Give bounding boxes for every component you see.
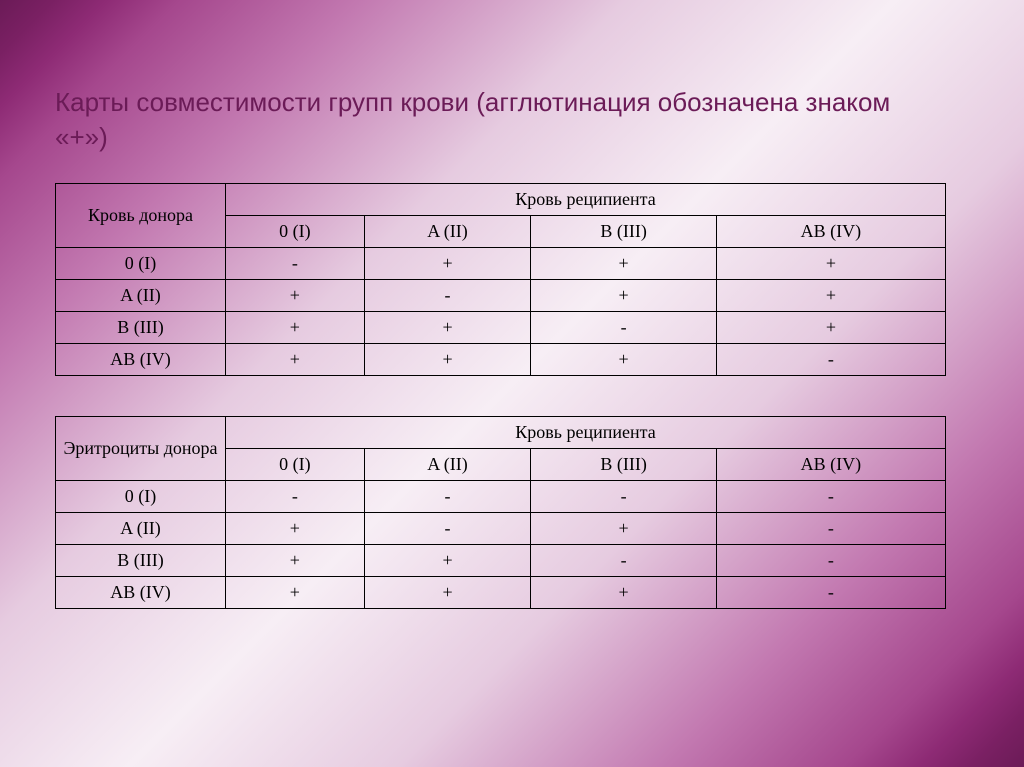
row-label: A (II): [56, 513, 226, 545]
table-row: Кровь донора Кровь реципиента: [56, 184, 946, 216]
col-header: A (II): [364, 449, 531, 481]
col-header: AB (IV): [716, 216, 945, 248]
spanning-header: Кровь реципиента: [226, 417, 946, 449]
row-label: 0 (I): [56, 248, 226, 280]
cell: +: [531, 344, 716, 376]
row-label: A (II): [56, 280, 226, 312]
row-label: B (III): [56, 312, 226, 344]
cell: -: [226, 248, 365, 280]
table-row: AB (IV) + + + -: [56, 344, 946, 376]
col-header: 0 (I): [226, 216, 365, 248]
cell: -: [364, 280, 531, 312]
col-header: B (III): [531, 216, 716, 248]
cell: -: [716, 481, 945, 513]
cell: -: [716, 577, 945, 609]
table-row: B (III) + + - +: [56, 312, 946, 344]
col-header: A (II): [364, 216, 531, 248]
row-label: AB (IV): [56, 577, 226, 609]
cell: -: [531, 481, 716, 513]
table-row: A (II) + - + -: [56, 513, 946, 545]
cell: -: [364, 481, 531, 513]
table-row: B (III) + + - -: [56, 545, 946, 577]
cell: +: [226, 312, 365, 344]
cell: +: [364, 577, 531, 609]
cell: -: [531, 312, 716, 344]
cell: +: [226, 545, 365, 577]
cell: +: [226, 280, 365, 312]
row-label: B (III): [56, 545, 226, 577]
cell: +: [226, 577, 365, 609]
cell: -: [716, 513, 945, 545]
col-header: B (III): [531, 449, 716, 481]
cell: -: [716, 344, 945, 376]
table-row: 0 (I) - - - -: [56, 481, 946, 513]
page-title: Карты совместимости групп крови (агглюти…: [55, 85, 946, 155]
row-header-title: Эритроциты донора: [56, 417, 226, 481]
compatibility-table-2: Эритроциты донора Кровь реципиента 0 (I)…: [55, 416, 946, 609]
cell: +: [364, 545, 531, 577]
cell: -: [364, 513, 531, 545]
row-label: AB (IV): [56, 344, 226, 376]
table-row: 0 (I) - + + +: [56, 248, 946, 280]
cell: +: [716, 248, 945, 280]
cell: -: [226, 481, 365, 513]
cell: +: [716, 312, 945, 344]
cell: +: [226, 513, 365, 545]
cell: +: [226, 344, 365, 376]
cell: -: [716, 545, 945, 577]
table-row: Эритроциты донора Кровь реципиента: [56, 417, 946, 449]
table-row: A (II) + - + +: [56, 280, 946, 312]
cell: +: [531, 248, 716, 280]
cell: -: [531, 545, 716, 577]
spanning-header: Кровь реципиента: [226, 184, 946, 216]
row-header-title: Кровь донора: [56, 184, 226, 248]
col-header: 0 (I): [226, 449, 365, 481]
cell: +: [364, 344, 531, 376]
cell: +: [716, 280, 945, 312]
cell: +: [364, 248, 531, 280]
cell: +: [364, 312, 531, 344]
row-label: 0 (I): [56, 481, 226, 513]
slide-content: Карты совместимости групп крови (агглюти…: [55, 85, 946, 649]
col-header: AB (IV): [716, 449, 945, 481]
table-row: AB (IV) + + + -: [56, 577, 946, 609]
compatibility-table-1: Кровь донора Кровь реципиента 0 (I) A (I…: [55, 183, 946, 376]
cell: +: [531, 577, 716, 609]
cell: +: [531, 280, 716, 312]
cell: +: [531, 513, 716, 545]
